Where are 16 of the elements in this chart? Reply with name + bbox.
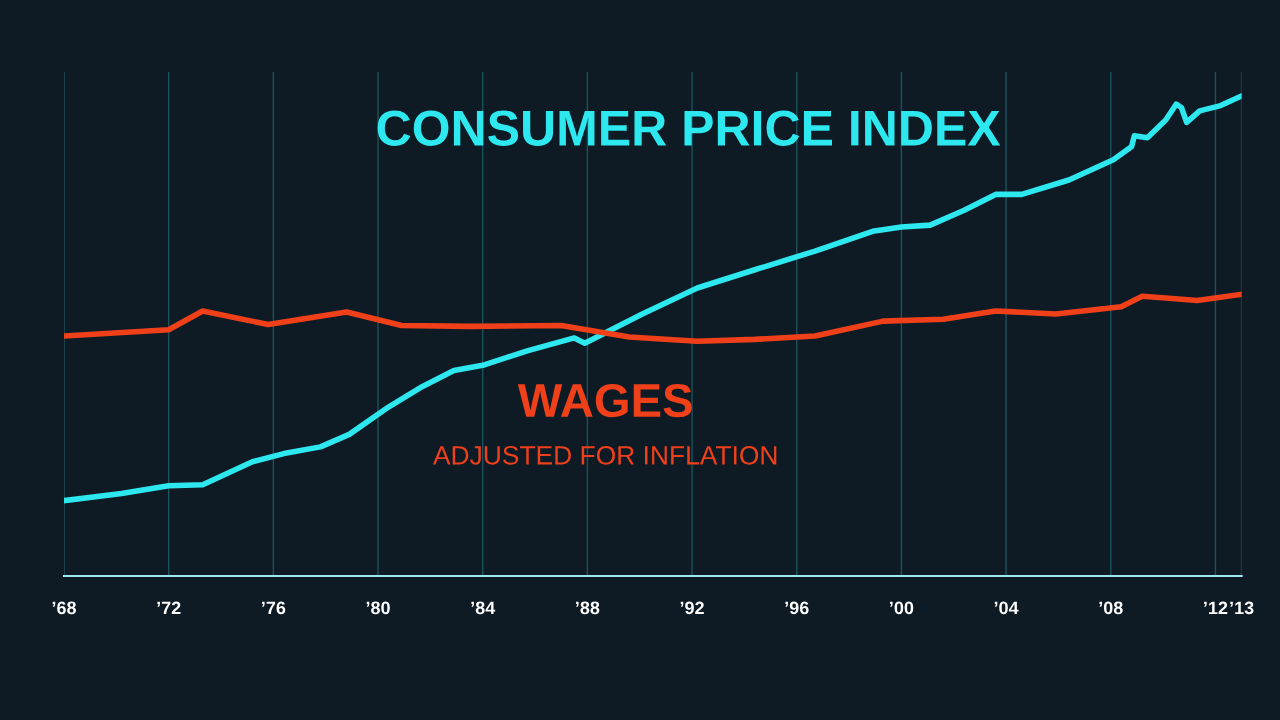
annotation: ADJUSTED FOR INFLATION	[432, 445, 777, 465]
x-tick-label: ’13	[1230, 601, 1254, 615]
x-tick-label: ’92	[680, 601, 704, 615]
x-tick-label: ’00	[890, 601, 914, 615]
x-tick-label: ’72	[157, 601, 181, 615]
series-label: CONSUMER PRICE INDEX	[377, 110, 1001, 146]
x-tick-label: ’68	[52, 601, 76, 615]
series-label: WAGES	[517, 383, 692, 418]
x-tick-label: ’04	[994, 601, 1019, 615]
x-tick-label: ’84	[471, 601, 496, 615]
x-tick-label: ’80	[366, 601, 390, 615]
x-tick-label: ’96	[785, 601, 809, 615]
x-tick-label: ’08	[1099, 601, 1123, 615]
x-tick-label: ’12	[1204, 601, 1228, 615]
x-tick-label: ’76	[262, 601, 286, 615]
x-tick-label: ’88	[576, 601, 600, 615]
